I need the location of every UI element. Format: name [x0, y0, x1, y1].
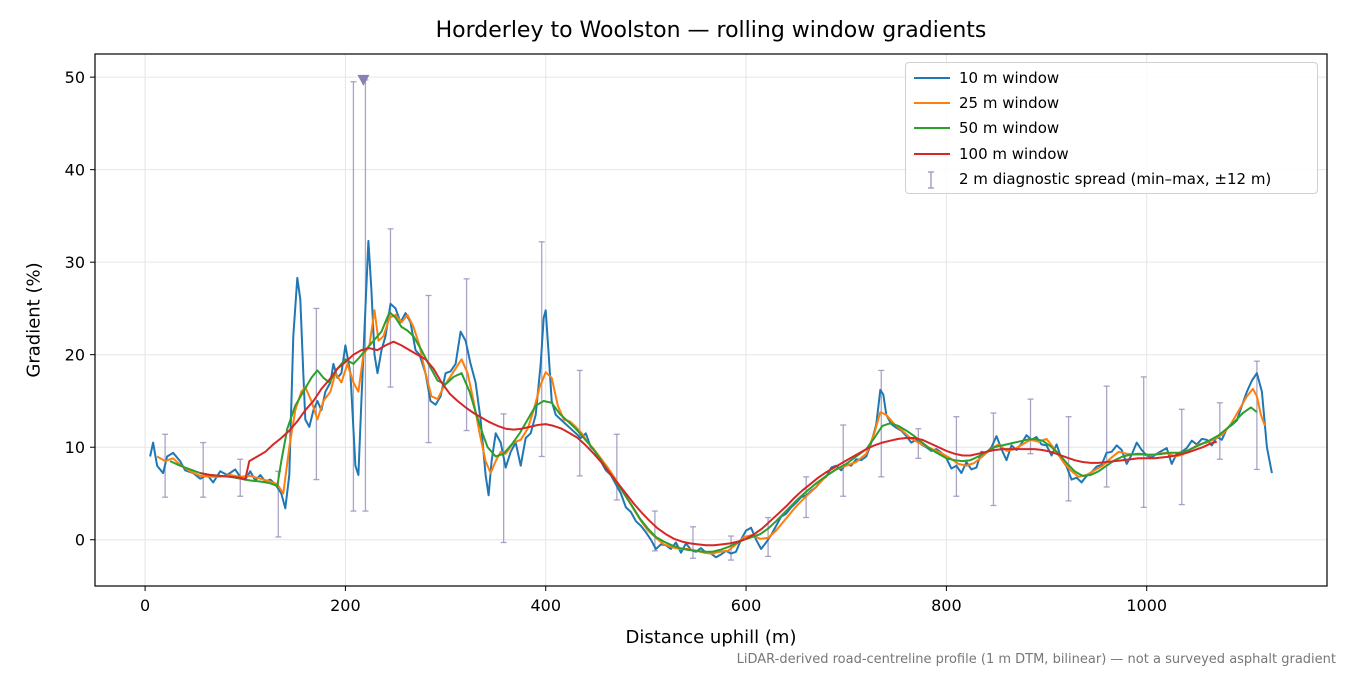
legend-label-spread: 2 m diagnostic spread (min–max, ±12 m): [959, 170, 1272, 188]
x-axis-label: Distance uphill (m): [625, 627, 797, 648]
spread-errorbar: [1027, 398, 1034, 455]
spread-errorbar: [613, 433, 620, 501]
y-tick-label: 40: [65, 161, 85, 180]
spread-errorbar: [840, 424, 847, 497]
x-tick-label: 0: [140, 596, 150, 615]
spread-errorbar: [990, 412, 997, 507]
series-line-2: [169, 311, 1258, 553]
x-tick-label: 400: [530, 596, 561, 615]
series-line-3: [200, 340, 1218, 547]
x-tick-label: 200: [330, 596, 361, 615]
y-tick-label: 10: [65, 438, 85, 457]
legend-errorbar-symbol: [928, 171, 934, 189]
spread-errorbar: [200, 441, 207, 498]
spread-errorbar: [1140, 376, 1147, 509]
spread-errorbar: [1216, 402, 1223, 460]
y-tick-label: 30: [65, 253, 85, 272]
spread-errorbar: [651, 510, 658, 552]
legend-swatch-10m: [914, 77, 950, 79]
legend-label-25m: 25 m window: [959, 94, 1060, 112]
legend-swatch-100m: [914, 153, 950, 155]
plot-frame: [94, 53, 1328, 587]
y-tick-label: 50: [65, 68, 85, 87]
clipped-marker: [357, 74, 370, 86]
spread-errorbar: [953, 416, 960, 497]
legend-label-10m: 10 m window: [959, 69, 1060, 87]
spread-errorbar: [500, 413, 507, 544]
legend-label-50m: 50 m window: [959, 119, 1060, 137]
x-tick-label: 800: [931, 596, 962, 615]
spread-errorbar: [689, 526, 696, 559]
legend-swatch-25m: [914, 102, 950, 104]
series-lines: [149, 239, 1273, 559]
spread-errorbar: [425, 294, 432, 444]
spread-errorbar: [463, 278, 470, 432]
spread-errorbar: [576, 369, 583, 477]
spread-errorbar: [1103, 385, 1110, 488]
y-axis-label: Gradient (%): [23, 262, 45, 378]
chart-title: Horderley to Woolston — rolling window g…: [435, 18, 987, 43]
legend: 10 m window 25 m window 50 m window 100 …: [905, 62, 1318, 194]
legend-label-100m: 100 m window: [959, 145, 1069, 163]
spread-errorbar: [313, 307, 320, 481]
series-line-0: [149, 239, 1273, 559]
y-tick-label: 0: [75, 531, 85, 550]
legend-swatch-50m: [914, 127, 950, 129]
y-tick-label: 20: [65, 346, 85, 365]
x-tick-label: 600: [731, 596, 762, 615]
spread-errorbar: [878, 369, 885, 478]
x-tick-label: 1000: [1126, 596, 1167, 615]
series-line-1: [156, 309, 1266, 555]
spread-errorbar: [1253, 360, 1260, 471]
axes: 0 200 400 600 800 1000 0 10 20 30 40 50: [65, 53, 1328, 615]
footnote: LiDAR-derived road-centreline profile (1…: [736, 652, 1336, 667]
spread-errorbar: [1178, 408, 1185, 506]
